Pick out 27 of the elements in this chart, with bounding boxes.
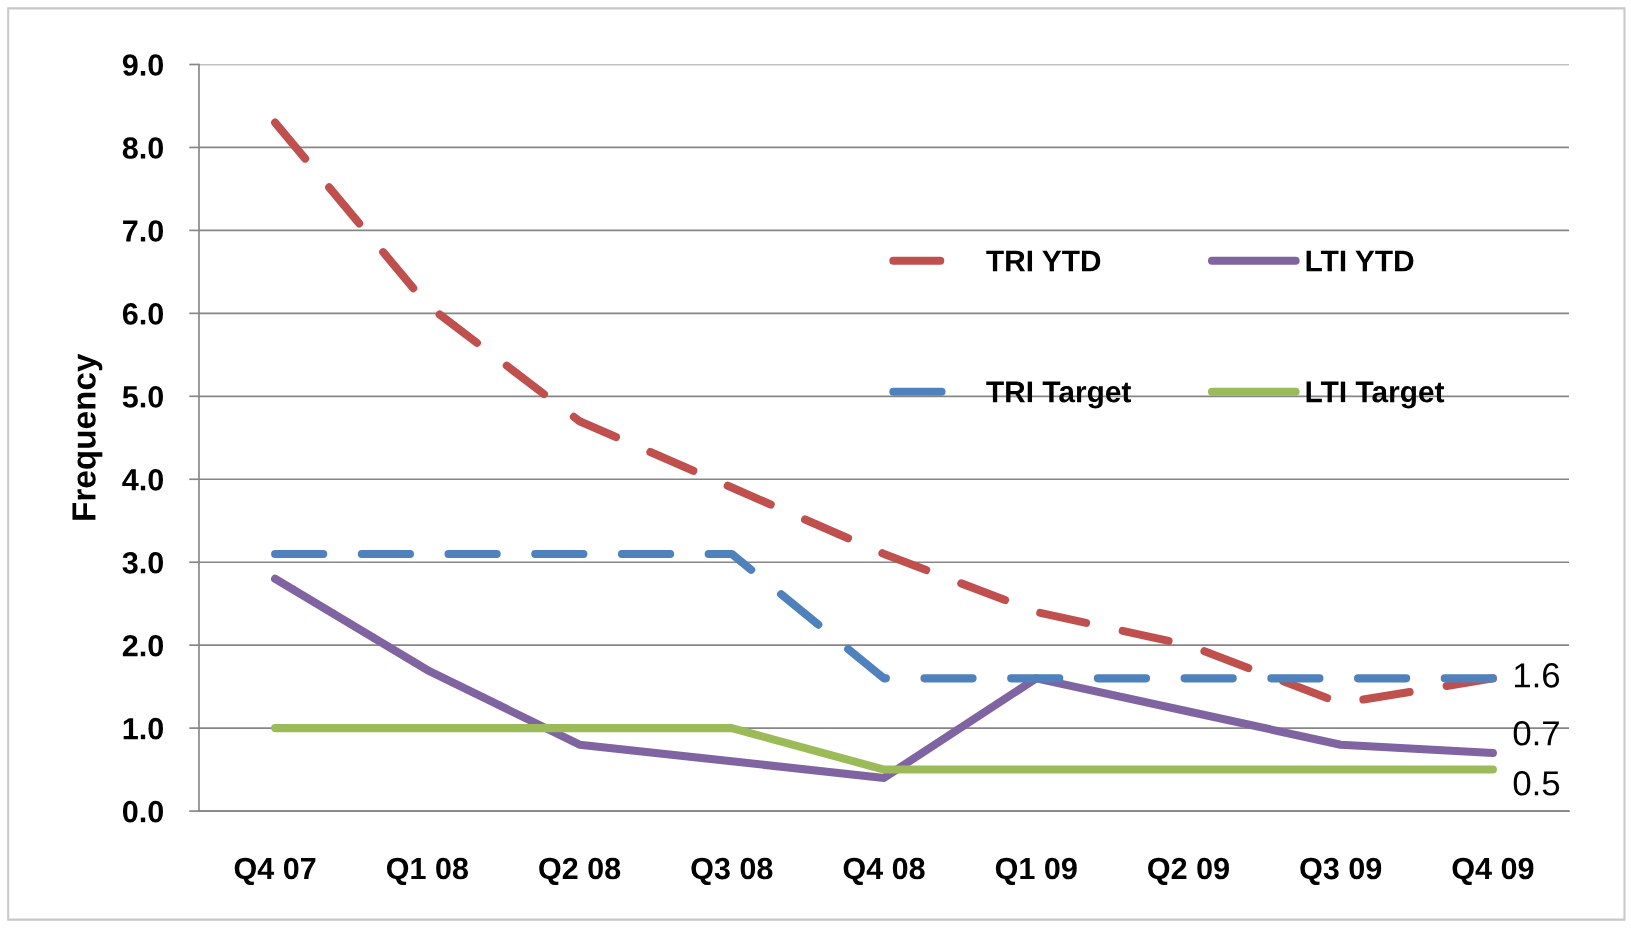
legend-label: LTI YTD [1306, 250, 1414, 272]
x-tick-label: Q3 08 [691, 857, 773, 886]
x-tick-label: Q1 09 [995, 857, 1077, 886]
y-tick-label: 1.0 [123, 717, 164, 740]
y-tick-label: 8.0 [122, 137, 164, 159]
x-tick-label: Q4 09 [1452, 857, 1534, 886]
x-tick-label: Q4 08 [843, 857, 925, 886]
x-tick-label: Q2 08 [539, 857, 621, 886]
y-tick-label: 3.0 [122, 551, 164, 574]
y-tick-label: 4.0 [122, 469, 164, 491]
legend-label: TRI Target [986, 381, 1132, 409]
x-tick-label: Q4 07 [234, 857, 316, 886]
y-tick-label: 0.0 [123, 800, 164, 823]
x-tick-label: Q1 08 [386, 857, 469, 886]
annotation: 0.7 [1513, 721, 1559, 746]
legend-label: TRI YTD [986, 250, 1101, 272]
y-axis-title: Frequency [72, 353, 103, 520]
annotation: 1.6 [1515, 663, 1560, 688]
y-tick-label: 9.0 [122, 54, 164, 76]
y-tick-label: 7.0 [123, 220, 164, 242]
annotation: 0.5 [1513, 771, 1560, 796]
x-tick-label: Q2 09 [1148, 857, 1229, 886]
y-tick-label: 6.0 [122, 303, 164, 325]
legend-label: LTI Target [1306, 381, 1445, 409]
y-tick-label: 2.0 [122, 634, 164, 657]
x-tick-label: Q3 09 [1300, 857, 1382, 886]
y-tick-label: 5.0 [122, 386, 164, 408]
